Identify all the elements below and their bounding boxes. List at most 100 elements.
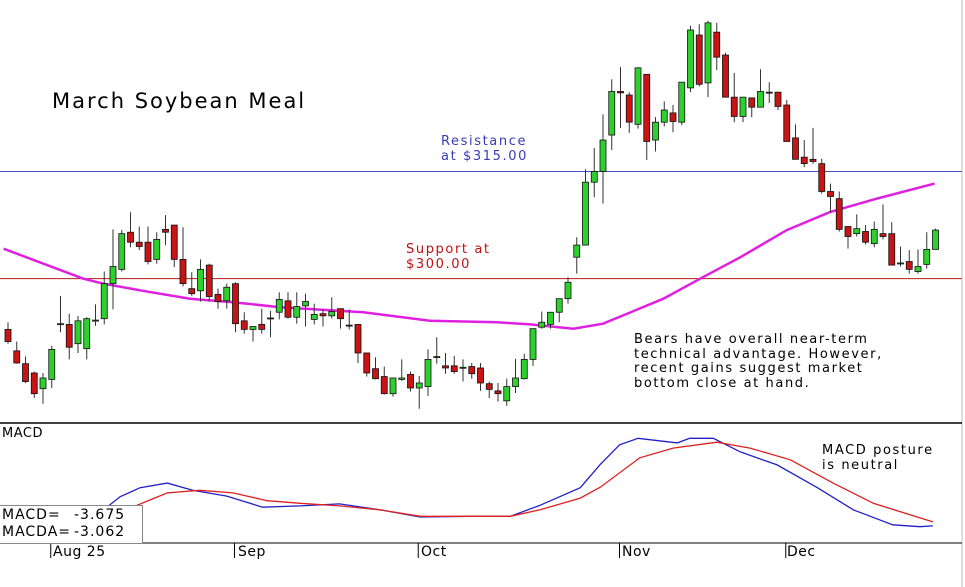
candle-body	[433, 356, 441, 358]
candle-body	[197, 268, 204, 292]
candle-body	[415, 382, 423, 389]
candle-body	[442, 365, 449, 369]
candle-body	[100, 283, 108, 320]
candle-body	[625, 94, 633, 123]
candle-up	[897, 246, 904, 267]
candle-up	[520, 353, 528, 380]
candle-body	[774, 91, 782, 107]
candle-down	[170, 224, 178, 268]
macda-line	[114, 441, 934, 523]
candle-down	[240, 312, 248, 334]
candle-up	[328, 297, 336, 319]
candle-body	[757, 91, 764, 108]
candle-down	[765, 82, 773, 103]
candle-body	[57, 323, 64, 326]
macd-readout-label: MACD=	[2, 507, 61, 523]
candle-up	[529, 328, 537, 366]
price-annotation: Bears have overall near-term technical a…	[634, 332, 883, 391]
candle-down	[407, 371, 414, 392]
candle-up	[573, 237, 581, 274]
candle-body	[827, 191, 834, 197]
candle-body	[853, 228, 861, 235]
candle-body	[13, 350, 21, 364]
candle-body	[170, 224, 178, 260]
candle-up	[599, 114, 607, 204]
moving-average-line	[3, 182, 935, 330]
candle-body	[30, 372, 38, 395]
candle-body	[293, 306, 301, 318]
candle-down	[643, 73, 651, 161]
candle-down	[380, 366, 388, 395]
candle-body	[267, 317, 274, 320]
candle-body	[512, 377, 519, 387]
candle-down	[13, 341, 21, 364]
candle-body	[704, 22, 712, 84]
resistance-label: Resistance at $315.00	[441, 134, 528, 164]
candle-up	[223, 283, 231, 309]
candle-up	[757, 69, 764, 108]
candle-body	[599, 139, 607, 172]
candle-body	[424, 359, 432, 387]
candle-body	[398, 377, 406, 380]
candle-down	[162, 215, 169, 246]
candle-body	[905, 261, 913, 270]
candle-body	[914, 266, 922, 272]
candle-down	[345, 309, 353, 330]
candle-body	[870, 228, 878, 245]
candle-up	[932, 228, 939, 250]
candle-body	[932, 229, 939, 250]
candle-down	[669, 105, 677, 133]
candle-body	[564, 281, 572, 300]
candle-down	[144, 226, 152, 265]
candle-body	[739, 96, 747, 117]
candle-body	[897, 262, 904, 265]
candle-down	[284, 292, 292, 319]
candle-down	[774, 91, 782, 111]
candle-up	[853, 214, 861, 237]
candle-up	[92, 304, 99, 326]
candle-down	[844, 226, 852, 249]
support-label: Support at $300.00	[406, 242, 491, 272]
candle-body	[380, 376, 388, 395]
candle-body	[249, 326, 257, 330]
candle-body	[345, 324, 353, 327]
candle-up	[249, 326, 257, 342]
candle-body	[275, 298, 283, 313]
candle-body	[818, 163, 826, 192]
candle-down	[30, 371, 38, 398]
macd-line	[106, 437, 933, 528]
candle-body	[258, 323, 266, 330]
candle-up	[39, 372, 47, 404]
candle-body	[748, 97, 756, 108]
candle-up	[582, 169, 589, 246]
candle-down	[800, 140, 808, 168]
candle-body	[284, 300, 292, 318]
candle-body	[153, 238, 161, 260]
candle-up	[424, 349, 432, 396]
candle-body	[792, 137, 799, 160]
candle-body	[319, 313, 327, 317]
candle-down	[888, 222, 896, 266]
candle-down	[713, 22, 721, 71]
candle-up	[100, 271, 108, 325]
candle-down	[179, 227, 187, 287]
candle-body	[4, 328, 12, 342]
candle-down	[468, 362, 476, 379]
candle-body	[328, 311, 336, 317]
candle-body	[205, 264, 213, 297]
candle-body	[223, 286, 231, 302]
candle-up	[678, 81, 686, 126]
candle-body	[389, 377, 397, 395]
tick-label-dec: Dec	[787, 544, 816, 560]
candles	[4, 20, 939, 409]
candle-body	[144, 241, 152, 262]
candle-body	[407, 374, 414, 389]
candle-body	[109, 266, 117, 285]
candle-up	[459, 359, 467, 382]
candle-down	[827, 183, 834, 213]
candle-up	[118, 230, 126, 272]
tick-label-oct: Oct	[421, 544, 447, 560]
candle-body	[450, 365, 458, 372]
candle-body	[214, 293, 222, 302]
